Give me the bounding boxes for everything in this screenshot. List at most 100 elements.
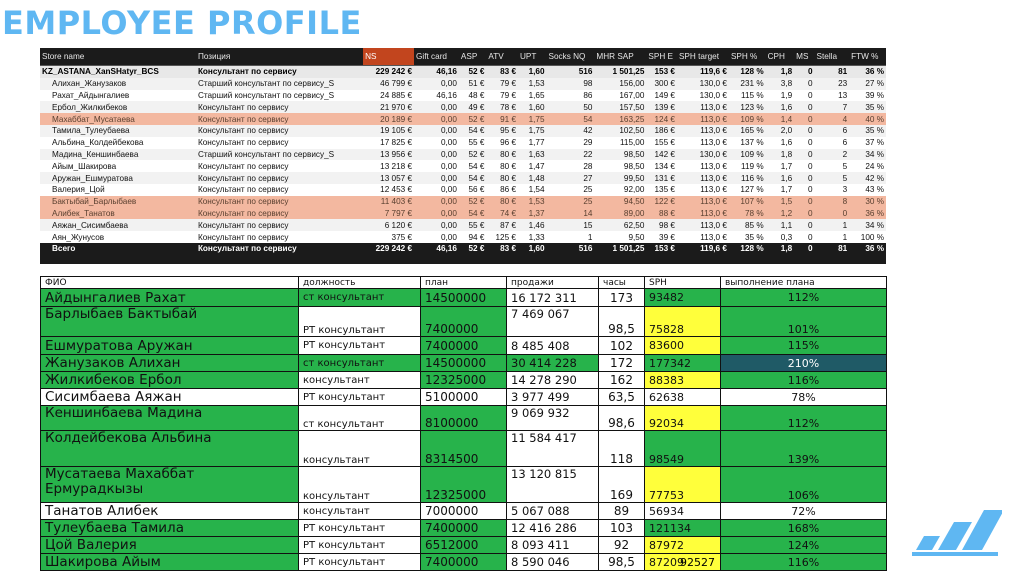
employee-plan-row[interactable]: Кеншинбаева Мадина ст консультант 8100000 9… <box>40 405 887 431</box>
position-cell: Консультант по сервису <box>197 161 289 171</box>
metric-cell: 40 % <box>865 114 884 124</box>
sales-cell: 8 590 046 <box>506 553 599 571</box>
metric-cell: 516 <box>578 67 593 77</box>
sph-cell: 87209 <box>644 553 721 571</box>
column-header[interactable]: SPH % <box>728 48 766 66</box>
employee-plan-row[interactable]: Мусатаева Махаббат Ермурадкызы консультан… <box>40 466 887 503</box>
metric-cell: 95 € <box>500 126 516 136</box>
metric-cell: 55 € <box>468 138 485 148</box>
metric-cell: 80 € <box>500 149 516 159</box>
metric-cell: 96 € <box>500 138 516 148</box>
employee-row[interactable]: Махаббат_Мусатаева Консультант по сервису… <box>40 113 886 125</box>
employee-row[interactable]: Ербол_Жилкибеков Консультант по сервису 21… <box>40 101 886 114</box>
hours-cell: 162 <box>598 371 645 389</box>
column-header[interactable]: MS <box>794 48 815 66</box>
employee-row[interactable]: Бактыбай_Барлыбаев Консультант по сервису… <box>40 195 886 208</box>
metric-cell: 1,48 <box>528 173 545 183</box>
metric-cell: 115 % <box>741 90 764 100</box>
employee-row[interactable]: Алибек_Танатов Консультант по сервису 7 79… <box>40 207 886 220</box>
metric-cell: 79 € <box>500 90 516 100</box>
metric-cell: 1,33 <box>528 232 545 242</box>
employee-plan-row[interactable]: Жилкибеков Ербол консультант 12325000 14 27… <box>40 371 887 389</box>
employee-name-cell: Сисимбаева Аяжан <box>40 388 299 406</box>
metric-cell: 0,00 <box>440 197 457 207</box>
employee-row[interactable]: Айым_Шакирова Консультант по сервису 13 21… <box>40 160 886 173</box>
employee-row[interactable]: Аян_Жунусов Консультант по сервису 375 € 0,… <box>40 231 886 243</box>
metric-cell: 6 <box>842 126 848 136</box>
column-header[interactable]: CPH <box>765 48 795 66</box>
metric-cell: 37 % <box>865 138 884 148</box>
employee-plan-table: ФИО должность план продажи часы SPH выполнение… <box>40 276 887 571</box>
employee-row[interactable]: Аяжан_Сисимбаева Консультант по сервису 6 … <box>40 219 886 232</box>
column-header[interactable]: UPT <box>518 48 547 66</box>
sales-cell: 13 120 815 <box>506 466 599 503</box>
column-header[interactable]: Store name <box>40 48 196 66</box>
column-header[interactable]: Позиция <box>195 48 364 66</box>
employee-plan-row[interactable]: Жанузаков Алихан ст консультант 14500000 30… <box>40 354 887 372</box>
employee-row[interactable]: Альбина_Колдейбекова Консультант по серви… <box>40 136 886 149</box>
metric-cell: 119 % <box>741 161 764 171</box>
column-header[interactable]: ASP <box>458 48 487 66</box>
metric-cell: 92,00 <box>623 185 645 195</box>
metric-cell: 1,53 <box>528 79 545 89</box>
column-header[interactable]: MHR SAP <box>594 48 647 66</box>
employee-plan-row[interactable]: Айдынгалиев Рахат ст консультант 14500000 1… <box>40 288 887 307</box>
metric-cell: 25 <box>583 197 593 207</box>
store-name-cell: KZ_ASTANA_XanSHatyr_BCS <box>42 67 159 77</box>
employee-row[interactable]: Алихан_Жанузаков Старший консультант по с… <box>40 77 886 90</box>
employee-plan-row[interactable]: Барлыбаев Бактыбай РТ консультант 7400000 7… <box>40 306 887 337</box>
metric-cell: 109 % <box>740 114 764 124</box>
metric-cell: 135 € <box>654 185 675 195</box>
column-header[interactable]: SPH E <box>646 48 677 66</box>
metric-cell: 113,0 € <box>700 102 727 112</box>
position-cell: РТ консультант <box>298 336 421 355</box>
metric-cell: 0 <box>807 67 813 77</box>
sph-cell: 121134 <box>644 519 721 537</box>
metric-cell: 1,6 <box>780 173 793 183</box>
employee-plan-row[interactable]: Танатов Алибек консультант 7000000 5 067 08… <box>40 502 887 520</box>
metric-cell: 153 € <box>654 244 675 254</box>
column-header[interactable]: NS <box>363 48 415 66</box>
column-header[interactable]: Gift card <box>414 48 459 66</box>
metric-cell: 12 453 € <box>380 185 413 195</box>
column-header[interactable]: Stella <box>814 48 850 66</box>
column-header[interactable]: Socks NQ <box>546 48 595 66</box>
column-header[interactable]: ATV <box>486 48 518 66</box>
metric-cell: 113,0 € <box>700 126 727 136</box>
metric-cell: 131 € <box>654 173 675 183</box>
metric-cell: 122 € <box>654 197 675 207</box>
store-name-cell: Айым_Шакирова <box>52 161 117 171</box>
employee-row[interactable]: Валерия_Цой Консультант по сервису 12 453 … <box>40 183 886 196</box>
metric-cell: 157,50 <box>619 102 645 112</box>
sales-cell: 12 416 286 <box>506 519 599 537</box>
metric-cell: 46,16 <box>436 67 457 77</box>
employee-plan-row[interactable]: Ешмуратова Аружан РТ консультант 7400000 8 … <box>40 336 887 355</box>
metric-cell: 81 <box>838 67 848 77</box>
store-group-row[interactable]: KZ_ASTANA_XanSHatyr_BCS Консультант по се… <box>40 65 886 78</box>
hours-cell: 169 <box>598 466 645 503</box>
employee-row[interactable]: Тамила_Тулеубаева Консультант по сервису 1… <box>40 124 886 137</box>
column-header[interactable]: FTW % <box>849 48 886 66</box>
metric-cell: 24 885 € <box>380 90 413 100</box>
total-row[interactable]: Всего Консультант по сервису 229 242 € 46,1… <box>40 242 886 255</box>
metric-cell: 113,0 € <box>700 232 727 242</box>
employee-plan-row[interactable]: Цой Валерия РТ консультант 6512000 8 093 41… <box>40 536 887 554</box>
employee-plan-row[interactable]: Шакирова Айым РТ консультант 7400000 8 590 … <box>40 553 887 571</box>
metric-cell: 85 % <box>744 220 764 230</box>
metric-cell: 86 <box>583 90 593 100</box>
metric-cell: 88 € <box>659 208 675 218</box>
employee-plan-row[interactable]: Тулеубаева Тамила РТ консультант 7400000 12… <box>40 519 887 537</box>
employee-row[interactable]: Аружан_Ешмуратова Консультант по сервису 1… <box>40 172 886 184</box>
hours-cell: 98,5 <box>598 306 645 337</box>
metric-cell: 0,00 <box>440 161 457 171</box>
metric-cell: 1 <box>842 220 848 230</box>
metric-cell: 0 <box>807 244 813 254</box>
column-header[interactable]: SPH target <box>676 48 729 66</box>
employee-plan-row[interactable]: Колдейбекова Альбина консультант 8314500 11… <box>40 430 887 467</box>
employee-plan-row[interactable]: Сисимбаева Аяжан РТ консультант 5100000 3 9… <box>40 388 887 406</box>
employee-row[interactable]: Рахат_Айдынгалиев Старший консультант по … <box>40 89 886 102</box>
employee-row[interactable]: Мадина_Кеншинбаева Старший консультант по… <box>40 148 886 161</box>
position-cell: ст консультант <box>298 405 421 431</box>
metric-cell: 80 € <box>500 161 516 171</box>
metric-cell: 52 € <box>468 114 485 124</box>
